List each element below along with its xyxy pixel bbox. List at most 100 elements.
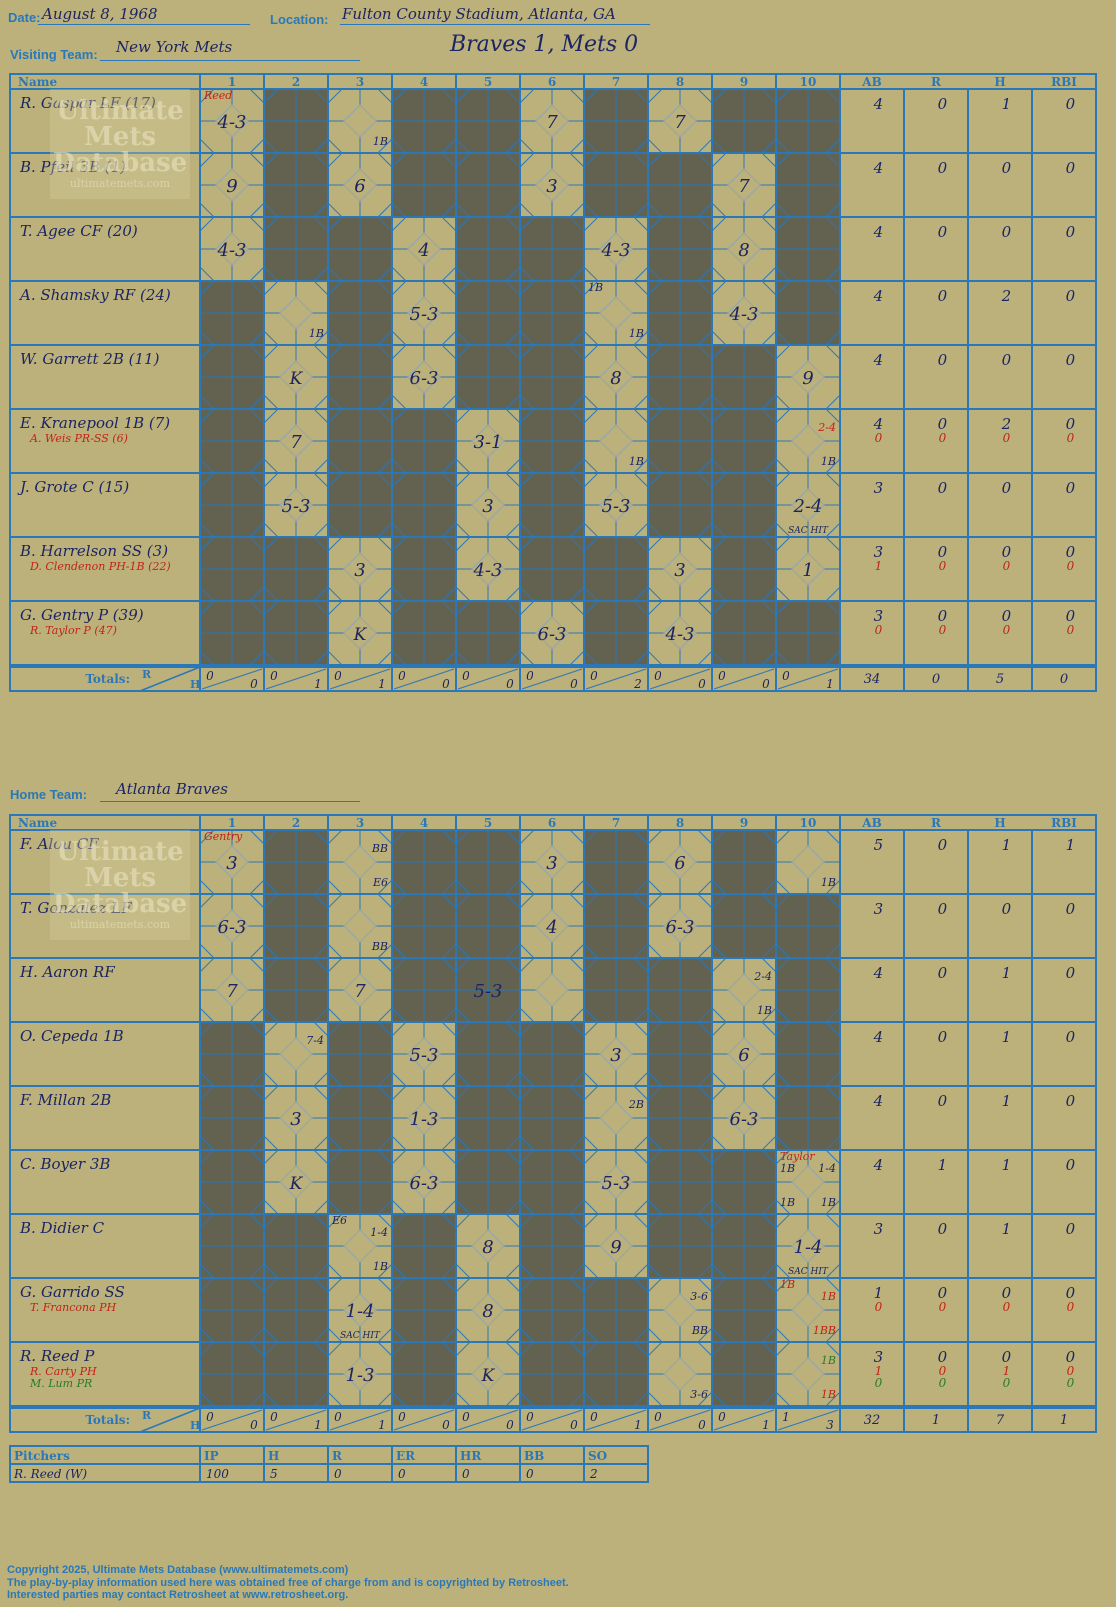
visitors-stat-value: 0 xyxy=(1066,223,1076,241)
visitors-stat-value: 0 xyxy=(938,287,948,305)
home-stat-cell xyxy=(839,1085,905,1151)
home-stat-header: H xyxy=(994,816,1005,830)
visitors-inning-header: 6 xyxy=(548,75,556,89)
home-stat-value: 4 xyxy=(873,1028,884,1046)
visitors-diamond xyxy=(663,552,697,586)
home-diamond xyxy=(343,845,377,879)
home-stat-value: 1 xyxy=(1002,836,1012,854)
home-player-name: T. Gonzalez LF xyxy=(20,899,132,917)
home-diamond xyxy=(663,1293,697,1327)
visitors-totals-slash xyxy=(139,666,201,692)
visitors-r-label: R xyxy=(142,668,152,681)
home-stat-value: 0 xyxy=(1002,900,1012,918)
visitors-play-note: 7 xyxy=(674,112,686,133)
home-stat-value: 3 xyxy=(874,900,884,918)
visitors-play-note: 2-4 xyxy=(793,496,823,517)
home-stat-cell xyxy=(1031,893,1097,959)
home-diamond xyxy=(407,1165,441,1199)
visitors-play-note: 8 xyxy=(738,240,749,261)
visitors-play-note: 7 xyxy=(290,432,302,453)
visitors-stat-value: 3 xyxy=(874,607,884,625)
home-diamond xyxy=(727,1101,761,1135)
visitors-stat-header: AB xyxy=(861,75,881,89)
home-stat-cell xyxy=(903,1277,969,1343)
visitors-play-note: 9 xyxy=(802,368,813,389)
visitors-play-note: 4 xyxy=(417,240,429,261)
visitors-stat-value: 3 xyxy=(874,543,884,561)
home-inning-runs: 0 xyxy=(398,1410,406,1424)
home-totals-diag xyxy=(265,1409,327,1431)
visitors-total-stat: 0 xyxy=(1060,672,1068,687)
home-stat-cell xyxy=(839,1277,905,1343)
visitors-inning-hits: 1 xyxy=(826,677,834,691)
visitors-inning-runs: 0 xyxy=(206,669,214,683)
visitors-play-note: 9 xyxy=(226,176,237,197)
home-pitcher-header: SO xyxy=(588,1449,607,1463)
visitors-inning-header: 4 xyxy=(420,75,428,89)
visitors-play-note: 7 xyxy=(546,112,558,133)
location-label: Location: xyxy=(270,12,329,27)
home-play-label: 1B xyxy=(373,1260,388,1273)
visitors-totals-label: Totals: xyxy=(85,672,130,686)
home-pitcher-stat: 0 xyxy=(398,1467,406,1481)
home-stat-cell xyxy=(967,829,1033,895)
visitors-stat-value: 0 xyxy=(1002,351,1012,369)
visitors-play-note: 5-3 xyxy=(410,304,439,325)
visitors-sub-stat: 0 xyxy=(1003,623,1011,637)
visitors-stat-header: R xyxy=(931,75,942,89)
home-diamond xyxy=(279,1037,313,1071)
home-stat-cell xyxy=(1031,1277,1097,1343)
home-inning-hits: 0 xyxy=(442,1418,450,1432)
visitors-totals-diag xyxy=(265,668,327,690)
home-stat-value: 0 xyxy=(938,1284,948,1302)
visitors-diamond xyxy=(791,424,825,458)
visitors-sub-stat: 0 xyxy=(1003,559,1011,573)
home-inning-header: 3 xyxy=(356,816,364,830)
home-play-note: 6-3 xyxy=(218,917,247,938)
home-play-note: K xyxy=(289,1174,304,1194)
visitors-sub-stat: 0 xyxy=(939,431,947,445)
home-inning-runs: 0 xyxy=(654,1410,662,1424)
home-stat-value: 1 xyxy=(1002,1220,1012,1238)
visitors-play-note: 5-3 xyxy=(602,496,631,517)
visitors-inning-header: 8 xyxy=(676,75,684,89)
home-sub2-stat: 0 xyxy=(1003,1376,1011,1390)
visitors-stat-value: 4 xyxy=(873,95,884,113)
visitors-diamond xyxy=(599,424,633,458)
visitors-inning-hits: 0 xyxy=(762,677,770,691)
visitors-stat-value: 0 xyxy=(1002,223,1012,241)
home-diamond xyxy=(343,1357,377,1391)
home-stat-value: 1 xyxy=(938,1156,948,1174)
footer-copyright: Copyright 2025, Ultimate Mets Database (… xyxy=(7,1564,349,1576)
home-diamond xyxy=(727,973,761,1007)
visitors-inning-runs: 0 xyxy=(590,669,598,683)
home-play-note: 4 xyxy=(545,917,557,938)
home-sub-stat: 0 xyxy=(939,1364,947,1378)
home-totals-diag xyxy=(393,1409,455,1431)
home-diamond xyxy=(727,1037,761,1071)
visitors-play-note: 4-3 xyxy=(665,624,695,645)
home-watermark xyxy=(50,830,190,940)
home-inning-runs: 0 xyxy=(334,1410,342,1424)
visitors-inning-header: 9 xyxy=(740,75,748,89)
visitors-sub-stat: 0 xyxy=(1067,559,1075,573)
visitors-diamond xyxy=(215,168,249,202)
visitors-inning-runs: 0 xyxy=(462,669,470,683)
home-play-label: 1B xyxy=(821,1290,836,1303)
visitors-stat-value: 0 xyxy=(938,223,948,241)
home-stat-cell xyxy=(839,1341,905,1407)
visitors-totals-diag xyxy=(777,668,839,690)
visitors-h-label: H xyxy=(190,678,200,691)
visitors-inning-runs: 0 xyxy=(270,669,278,683)
home-sub2-stat: 0 xyxy=(939,1376,947,1390)
visitors-inning-header: 3 xyxy=(356,75,364,89)
home-play-label: 2-4 xyxy=(753,970,772,983)
home-stat-value: 5 xyxy=(874,836,884,854)
home-stat-cell xyxy=(1031,829,1097,895)
visitors-totals-row xyxy=(9,666,1097,692)
visitors-watermark-url: ultimatemets.com xyxy=(70,177,171,190)
visitors-inning-header: 5 xyxy=(484,75,492,89)
visitors-stat-value: 0 xyxy=(1066,543,1076,561)
home-inning-runs: 0 xyxy=(462,1410,470,1424)
home-play-note: 7 xyxy=(354,981,366,1002)
